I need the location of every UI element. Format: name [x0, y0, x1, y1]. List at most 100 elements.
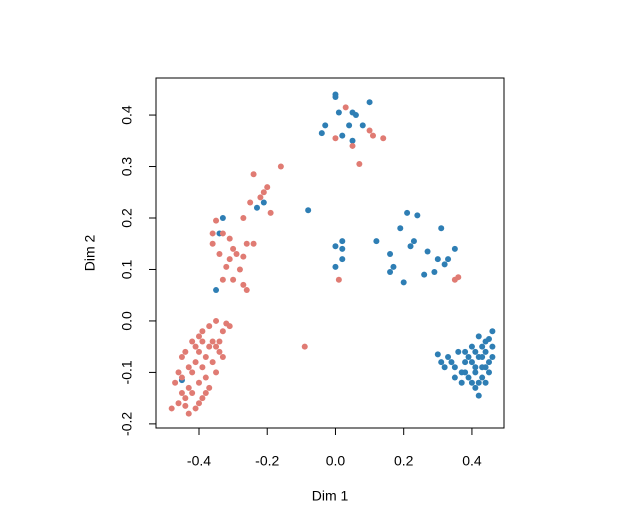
point — [202, 390, 209, 396]
point — [414, 212, 421, 219]
point — [209, 240, 216, 247]
point — [199, 338, 206, 345]
point — [260, 199, 267, 206]
y-tick-label: -0.1 — [119, 360, 135, 384]
point — [202, 353, 209, 360]
point — [373, 238, 380, 245]
point — [240, 215, 247, 221]
point — [219, 276, 226, 283]
point — [216, 338, 223, 345]
point — [404, 209, 411, 216]
point — [192, 405, 199, 412]
point — [195, 379, 202, 386]
x-tick-label: 0.2 — [394, 453, 414, 469]
point — [185, 364, 192, 371]
point — [175, 400, 182, 407]
point — [189, 390, 196, 396]
point — [199, 328, 206, 335]
point — [339, 256, 346, 263]
point — [475, 379, 482, 386]
point — [192, 343, 199, 350]
point — [462, 348, 469, 355]
point — [219, 215, 226, 221]
point — [178, 374, 185, 381]
x-tick-label: -0.2 — [255, 453, 279, 469]
point — [216, 251, 223, 258]
point — [349, 142, 356, 149]
point — [260, 189, 267, 196]
point — [431, 269, 438, 276]
point — [172, 379, 179, 386]
point — [199, 395, 206, 402]
point — [168, 405, 175, 412]
point — [219, 353, 226, 360]
y-tick-label: 0.2 — [119, 208, 135, 228]
point — [318, 130, 325, 137]
point — [346, 122, 353, 129]
point — [479, 374, 486, 381]
point — [472, 364, 479, 371]
point — [485, 359, 492, 366]
point — [195, 333, 202, 340]
point — [189, 369, 196, 376]
point — [468, 379, 475, 386]
point — [240, 281, 247, 288]
point — [366, 127, 373, 134]
point — [206, 343, 213, 350]
point — [253, 204, 260, 211]
point — [475, 333, 482, 340]
point — [441, 364, 448, 371]
point — [339, 238, 346, 245]
point — [213, 217, 220, 224]
point — [387, 269, 394, 276]
point — [335, 276, 342, 283]
point — [206, 384, 213, 391]
x-tick-label: 0.0 — [326, 453, 346, 469]
point — [356, 160, 363, 167]
point — [472, 348, 479, 355]
point — [213, 343, 220, 350]
point — [482, 348, 489, 355]
point — [209, 230, 216, 237]
point — [192, 359, 199, 366]
y-tick-label: 0.3 — [119, 157, 135, 177]
point — [202, 374, 209, 381]
plot-frame — [155, 77, 505, 429]
point — [206, 323, 213, 330]
point — [230, 276, 237, 283]
point — [349, 137, 356, 144]
point — [195, 348, 202, 355]
point — [257, 194, 264, 201]
point — [468, 343, 475, 350]
point — [462, 369, 469, 376]
point — [339, 245, 346, 252]
point — [410, 238, 417, 245]
point — [178, 390, 185, 396]
point — [455, 274, 462, 281]
point — [482, 338, 489, 345]
point — [332, 135, 339, 142]
point — [380, 135, 387, 142]
point — [369, 132, 376, 139]
point — [250, 240, 257, 247]
point — [209, 338, 216, 345]
point — [438, 359, 445, 366]
point — [226, 323, 233, 330]
x-tick-label: 0.4 — [462, 453, 482, 469]
point — [264, 184, 271, 191]
point — [226, 256, 233, 263]
point — [482, 379, 489, 386]
point — [451, 245, 458, 252]
point — [216, 348, 223, 355]
point — [199, 364, 206, 371]
point — [342, 104, 349, 111]
point — [465, 374, 472, 381]
point — [482, 364, 489, 371]
point — [243, 240, 250, 247]
point — [305, 207, 312, 214]
point — [479, 343, 486, 350]
point — [366, 99, 373, 106]
point — [277, 163, 284, 170]
point — [332, 94, 339, 101]
